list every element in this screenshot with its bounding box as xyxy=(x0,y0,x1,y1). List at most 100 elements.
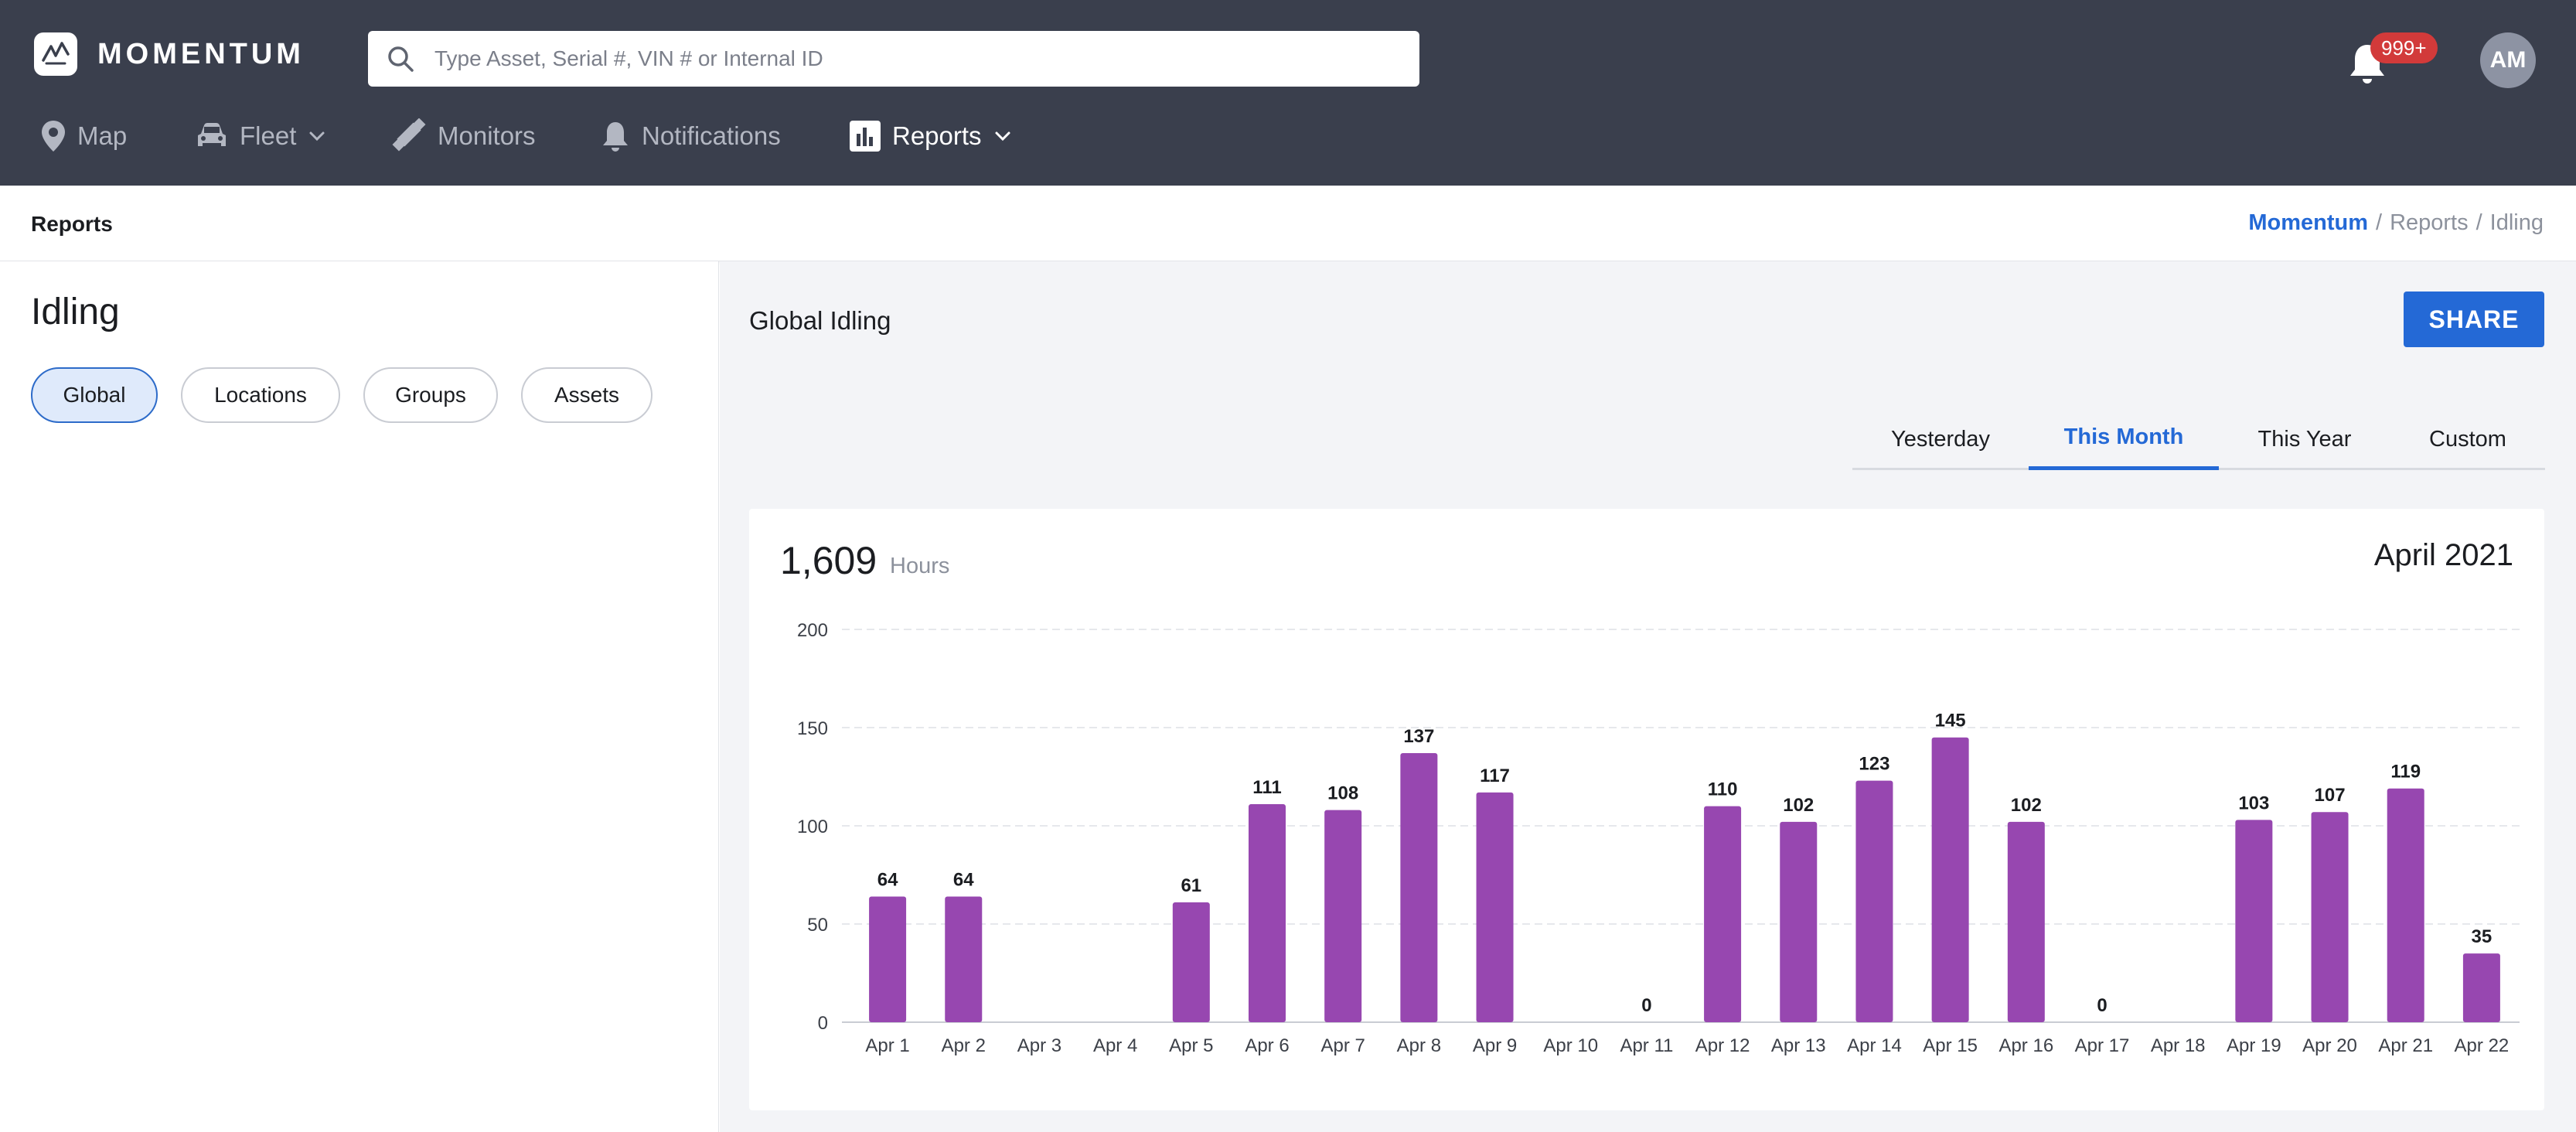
bar-data-label: 145 xyxy=(1935,711,1966,731)
chart-card: 0 50 100 150 200 64 Apr 1 64 Apr 2 Apr 3 Apr 4 61 Ap… xyxy=(749,509,2544,1110)
idling-bar-chart: 0 50 100 150 200 64 Apr 1 64 Apr 2 Apr 3 Apr 4 61 Ap… xyxy=(797,620,2520,1056)
bar-chart-icon xyxy=(850,121,881,152)
bar xyxy=(2387,788,2424,1022)
bar-data-label: 110 xyxy=(1708,779,1738,800)
x-tick-label: Apr 18 xyxy=(2151,1035,2206,1056)
share-button[interactable]: SHARE xyxy=(2404,292,2544,347)
bar-data-label: 117 xyxy=(1480,765,1510,786)
x-tick-label: Apr 3 xyxy=(1017,1035,1061,1056)
breadcrumb-link-home[interactable]: Momentum xyxy=(2248,210,2368,235)
breadcrumb: Momentum / Reports / Idling xyxy=(2248,210,2544,236)
filter-pill-groups[interactable]: Groups xyxy=(363,367,498,423)
x-tick-label: Apr 20 xyxy=(2302,1035,2357,1056)
bar-data-label: 111 xyxy=(1252,777,1281,798)
breadcrumb-item-current: Idling xyxy=(2489,210,2544,235)
app-logo[interactable]: MOMENTUM xyxy=(34,32,305,76)
bar-data-label: 119 xyxy=(2390,762,2421,783)
map-pin-icon xyxy=(42,121,65,152)
bar xyxy=(1780,821,1818,1022)
bar xyxy=(1249,804,1286,1022)
bar-data-label: 35 xyxy=(2472,926,2493,947)
nav-item-reports[interactable]: Reports xyxy=(849,116,1011,156)
y-tick-label: 200 xyxy=(797,620,828,641)
x-tick-label: Apr 6 xyxy=(1245,1035,1289,1056)
search-icon xyxy=(388,46,414,72)
x-tick-label: Apr 22 xyxy=(2455,1035,2510,1056)
tab-this-year[interactable]: This Year xyxy=(2257,426,2352,452)
top-navigation-bar: MOMENTUM 999+ AM Map Fleet xyxy=(0,0,2576,186)
chevron-down-icon xyxy=(309,131,325,142)
y-tick-label: 50 xyxy=(807,915,828,936)
bar xyxy=(1172,902,1210,1022)
breadcrumb-separator: / xyxy=(2475,210,2482,235)
x-tick-label: Apr 5 xyxy=(1169,1035,1213,1056)
search-input[interactable] xyxy=(434,31,1401,87)
x-tick-label: Apr 9 xyxy=(1473,1035,1517,1056)
tab-yesterday[interactable]: Yesterday xyxy=(1891,426,1990,452)
nav-item-map[interactable]: Map xyxy=(40,116,127,156)
app-name: MOMENTUM xyxy=(97,37,305,70)
bar xyxy=(2235,820,2273,1022)
nav-item-label: Reports xyxy=(892,121,982,150)
x-tick-label: Apr 1 xyxy=(865,1035,909,1056)
filter-pill-assets[interactable]: Assets xyxy=(521,367,653,423)
nav-item-label: Fleet xyxy=(240,121,297,150)
nav-item-label: Map xyxy=(77,121,128,150)
bar xyxy=(2311,812,2349,1022)
notification-count-badge: 999+ xyxy=(2370,32,2438,63)
x-tick-label: Apr 21 xyxy=(2378,1035,2433,1056)
bell-icon xyxy=(603,122,628,152)
nav-item-label: Notifications xyxy=(642,121,781,150)
x-tick-label: Apr 13 xyxy=(1771,1035,1826,1056)
section-title: Reports xyxy=(31,212,113,236)
breadcrumb-item-reports[interactable]: Reports xyxy=(2390,210,2469,235)
report-heading: Idling xyxy=(31,292,120,332)
bar-data-label: 0 xyxy=(1641,995,1651,1016)
nav-item-notifications[interactable]: Notifications xyxy=(600,116,781,156)
bar xyxy=(1324,810,1362,1022)
x-tick-label: Apr 10 xyxy=(1543,1035,1598,1056)
y-tick-label: 150 xyxy=(797,718,828,739)
bar-data-label: 107 xyxy=(2315,785,2346,806)
x-tick-label: Apr 15 xyxy=(1923,1035,1978,1056)
total-idling-unit: Hours xyxy=(890,554,950,578)
period-label: April 2021 xyxy=(2373,538,2513,572)
bar-data-label: 64 xyxy=(953,869,974,890)
car-icon xyxy=(198,123,226,146)
tab-this-month[interactable]: This Month xyxy=(2029,408,2219,470)
x-tick-label: Apr 2 xyxy=(942,1035,986,1056)
report-title: Global Idling xyxy=(749,306,891,335)
y-tick-label: 100 xyxy=(797,817,828,837)
main-nav: Map Fleet Monitors xyxy=(0,116,2576,156)
nav-item-label: Monitors xyxy=(438,121,536,150)
time-range-tabs: Yesterday This Month This Year Custom xyxy=(1852,408,2545,470)
x-tick-label: Apr 7 xyxy=(1320,1035,1365,1056)
logo-mark-icon xyxy=(34,32,77,76)
filter-pill-global[interactable]: Global xyxy=(31,367,158,423)
x-tick-label: Apr 4 xyxy=(1093,1035,1137,1056)
bar-data-label: 102 xyxy=(1783,795,1814,816)
x-tick-label: Apr 16 xyxy=(1998,1035,2053,1056)
breadcrumb-separator: / xyxy=(2376,210,2383,235)
total-idling-value: 1,609 xyxy=(780,539,877,582)
user-avatar[interactable]: AM xyxy=(2480,32,2536,88)
report-content: Global Idling SHARE Yesterday This Month… xyxy=(720,261,2576,1132)
y-tick-label: 0 xyxy=(818,1013,828,1034)
search-box[interactable] xyxy=(368,31,1419,87)
bar-data-label: 108 xyxy=(1327,783,1358,804)
bar-data-label: 102 xyxy=(2011,795,2042,816)
filter-pill-locations[interactable]: Locations xyxy=(181,367,340,423)
satellite-icon xyxy=(392,118,426,152)
bar-data-label: 64 xyxy=(877,869,898,890)
bar-data-label: 0 xyxy=(2097,995,2107,1016)
x-tick-label: Apr 11 xyxy=(1620,1035,1673,1056)
page-subheader: Reports Momentum / Reports / Idling xyxy=(0,186,2576,261)
tab-custom[interactable]: Custom xyxy=(2429,426,2506,452)
bar xyxy=(2007,821,2045,1022)
bar xyxy=(1476,792,1514,1022)
bar xyxy=(1931,737,1969,1022)
nav-item-monitors[interactable]: Monitors xyxy=(391,116,536,156)
nav-item-fleet[interactable]: Fleet xyxy=(195,116,325,156)
bar-data-label: 123 xyxy=(1859,754,1889,775)
report-filter-panel: Idling Global Locations Groups Assets xyxy=(0,261,719,1132)
